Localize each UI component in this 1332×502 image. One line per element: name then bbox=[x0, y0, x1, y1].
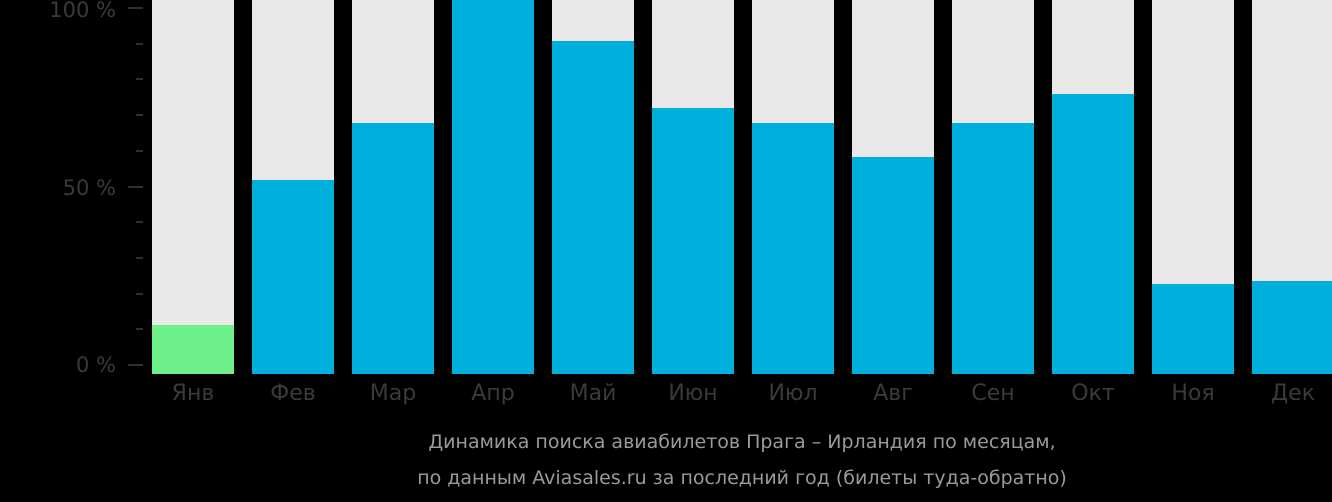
bar-2 bbox=[352, 0, 434, 374]
bar-value bbox=[752, 123, 834, 374]
minor-tick bbox=[136, 149, 143, 152]
bar-value bbox=[1152, 284, 1234, 374]
bar-value bbox=[352, 123, 434, 374]
bar-value bbox=[852, 157, 934, 374]
y-label-50: 50 % bbox=[62, 176, 116, 200]
bar-3 bbox=[452, 0, 534, 374]
x-label: Ноя bbox=[1171, 381, 1215, 406]
x-label: Мар bbox=[369, 381, 417, 406]
bar-value bbox=[1052, 93, 1134, 374]
minor-tick bbox=[136, 292, 143, 295]
minor-tick bbox=[136, 328, 143, 331]
x-label: Апр bbox=[471, 381, 515, 406]
minor-tick bbox=[136, 221, 143, 224]
bar-11 bbox=[1252, 0, 1332, 374]
major-tick bbox=[128, 7, 143, 9]
bar-1 bbox=[252, 0, 334, 374]
major-tick bbox=[128, 364, 143, 366]
x-label: Июл bbox=[768, 381, 818, 406]
bar-5 bbox=[652, 0, 734, 374]
x-label: Окт bbox=[1071, 381, 1115, 406]
x-label: Дек bbox=[1270, 381, 1315, 406]
bar-value bbox=[152, 325, 234, 374]
bar-7 bbox=[852, 0, 934, 374]
x-label: Янв bbox=[171, 381, 215, 406]
minor-tick bbox=[136, 114, 143, 117]
chart-title: Динамика поиска авиабилетов Прага – Ирла… bbox=[428, 431, 1056, 453]
minor-tick bbox=[136, 78, 143, 81]
x-label: Фев bbox=[270, 381, 316, 406]
y-label-0: 0 % bbox=[76, 353, 116, 377]
bar-value bbox=[952, 123, 1034, 374]
y-label-100: 100 % bbox=[49, 0, 116, 22]
minor-tick bbox=[136, 42, 143, 45]
bar-value bbox=[652, 108, 734, 374]
bar-value bbox=[452, 0, 534, 374]
minor-tick bbox=[136, 256, 143, 259]
bar-6 bbox=[752, 0, 834, 374]
bar-value bbox=[552, 41, 634, 374]
bar-10 bbox=[1152, 0, 1234, 374]
bar-9 bbox=[1052, 0, 1134, 374]
x-label: Май bbox=[569, 381, 617, 406]
bar-0 bbox=[152, 0, 234, 374]
x-label: Сен bbox=[971, 381, 1015, 406]
major-tick bbox=[128, 185, 143, 188]
bar-8 bbox=[952, 0, 1034, 374]
x-label: Июн bbox=[668, 381, 718, 406]
chart-subtitle: по данным Aviasales.ru за последний год … bbox=[417, 467, 1067, 489]
bar-value bbox=[1252, 280, 1332, 374]
x-label: Авг bbox=[873, 381, 913, 406]
bar-4 bbox=[552, 0, 634, 374]
bar-value bbox=[252, 179, 334, 374]
